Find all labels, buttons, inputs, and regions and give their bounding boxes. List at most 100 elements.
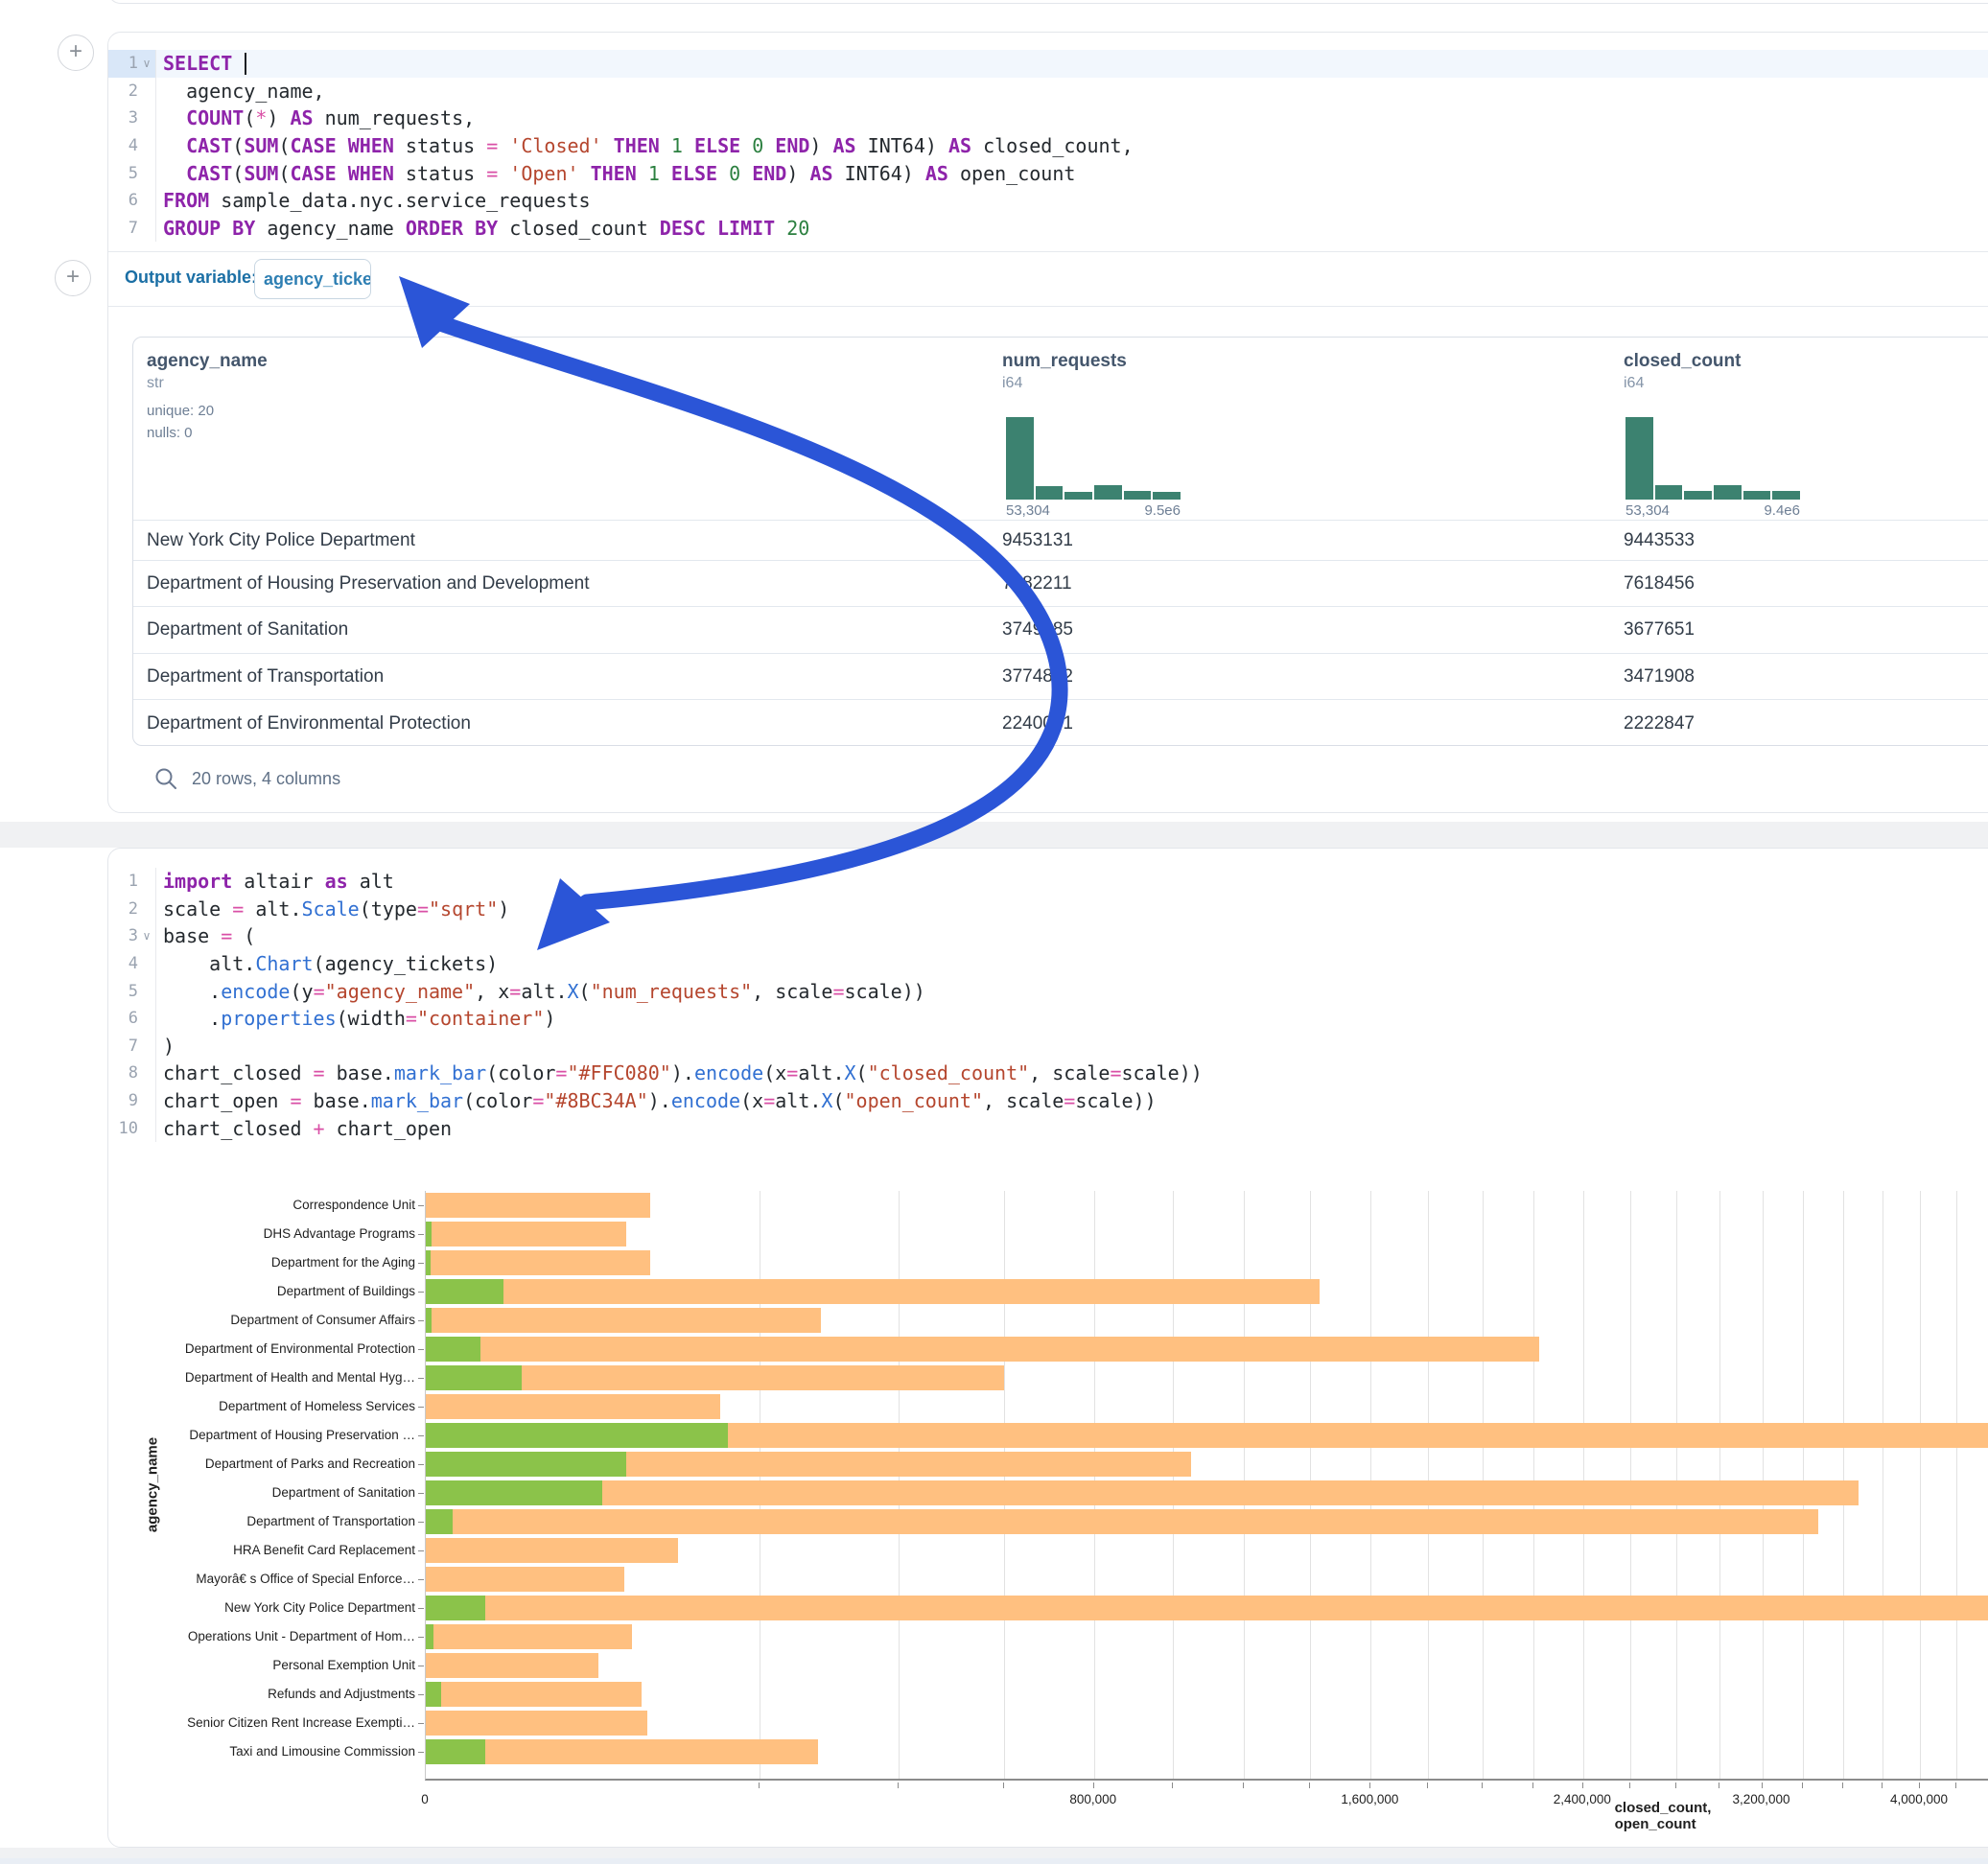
line-number-gutter: 3 bbox=[128, 108, 138, 128]
bar-closed-count[interactable] bbox=[426, 1222, 627, 1247]
table-row[interactable]: Department of Sanitation 3749485 3677651 bbox=[133, 606, 1988, 653]
code-text: . encode (y = "agency_name", x = alt. X("num_re… bbox=[155, 977, 1988, 1005]
x-axis-tick bbox=[1629, 1782, 1631, 1788]
bar-closed-count[interactable] bbox=[426, 1193, 650, 1218]
code-line[interactable]: 6 FROM sample_data.nyc.service_requests bbox=[108, 186, 1988, 215]
y-axis-tick bbox=[418, 1263, 424, 1264]
bar-closed-count[interactable] bbox=[426, 1711, 647, 1736]
bar-open-count[interactable] bbox=[426, 1365, 523, 1390]
x-axis-tick bbox=[1581, 1782, 1583, 1788]
bar-open-count[interactable] bbox=[426, 1250, 431, 1275]
code-line[interactable]: 1 import altair as alt bbox=[108, 868, 1988, 896]
x-axis-tick bbox=[1427, 1782, 1429, 1788]
bar-open-count[interactable] bbox=[426, 1480, 603, 1505]
code-line[interactable]: 8 chart_closed = base. mark_bar (color = "#FF… bbox=[108, 1060, 1988, 1087]
y-axis-tick bbox=[418, 1407, 424, 1408]
bar-closed-count[interactable] bbox=[426, 1394, 720, 1419]
y-axis-tick-label: Department of Environmental Protection bbox=[184, 1341, 415, 1356]
bar-open-count[interactable] bbox=[426, 1739, 485, 1764]
bar-closed-count[interactable] bbox=[426, 1279, 1320, 1304]
output-variable-row: Output variable: agency_tickets bbox=[108, 251, 1988, 306]
bar-open-count[interactable] bbox=[426, 1308, 432, 1333]
bar-closed-count[interactable] bbox=[426, 1739, 819, 1764]
y-axis-tick bbox=[418, 1435, 424, 1436]
bar-closed-count[interactable] bbox=[426, 1480, 1859, 1505]
line-number-gutter: 7 bbox=[128, 218, 138, 238]
code-line[interactable]: 4 CAST(SUM(CASE WHEN status = 'Closed' T… bbox=[108, 131, 1988, 160]
x-axis-tick-label: 3,200,000 bbox=[1732, 1792, 1790, 1806]
bar-open-count[interactable] bbox=[426, 1596, 485, 1620]
bar-open-count[interactable] bbox=[426, 1423, 729, 1448]
x-axis-tick-label: 0 bbox=[421, 1792, 429, 1806]
y-axis-tick-label: Refunds and Adjustments bbox=[268, 1687, 415, 1701]
bar-closed-count[interactable] bbox=[426, 1596, 1988, 1620]
code-line[interactable]: 5 CAST(SUM(CASE WHEN status = 'Open' THE… bbox=[108, 159, 1988, 187]
line-number-gutter: 9 bbox=[128, 1091, 138, 1111]
x-axis-tick bbox=[1919, 1782, 1920, 1788]
code-line[interactable]: 3 COUNT(*) AS num_requests, bbox=[108, 105, 1988, 132]
code-text: GROUP BY agency_name ORDER BY closed_cou… bbox=[155, 214, 1988, 243]
column-header-num_requests[interactable]: num_requests i64 bbox=[1002, 351, 1127, 391]
y-axis-tick-label: Taxi and Limousine Commission bbox=[229, 1744, 415, 1759]
table-row[interactable]: Department of Housing Preservation and D… bbox=[133, 560, 1988, 606]
code-line[interactable]: 7) bbox=[108, 1032, 1988, 1060]
code-line[interactable]: 9 chart_open = base. mark_bar (color = "#8BC3… bbox=[108, 1086, 1988, 1115]
bar-open-count[interactable] bbox=[426, 1624, 434, 1649]
dataframe-preview[interactable]: agency_name str unique: 20 nulls: 0 num_requ… bbox=[132, 337, 1988, 746]
python-cell: 1 import altair as alt 2 scale = alt. Scale(… bbox=[107, 848, 1988, 1848]
bar-closed-count[interactable] bbox=[426, 1365, 1005, 1390]
code-text: chart_open = base. mark_bar (color = "#8BC34… bbox=[155, 1086, 1988, 1115]
code-text: scale = alt. Scale (type = "sqrt") bbox=[155, 895, 1988, 923]
code-line[interactable]: 2 agency_name, bbox=[108, 77, 1988, 105]
x-axis-tick bbox=[1092, 1782, 1094, 1788]
python-editor[interactable]: 1 import altair as alt 2 scale = alt. Scale(… bbox=[108, 849, 1988, 1142]
bar-open-count[interactable] bbox=[426, 1509, 453, 1534]
bar-closed-count[interactable] bbox=[426, 1538, 679, 1563]
code-text: CAST(SUM(CASE WHEN status = 'Open' THEN … bbox=[155, 159, 1988, 187]
code-line[interactable]: 3 ∨ base = ( bbox=[108, 922, 1988, 950]
bar-open-count[interactable] bbox=[426, 1682, 441, 1707]
y-axis-tick bbox=[418, 1378, 424, 1379]
search-icon[interactable] bbox=[153, 766, 178, 791]
code-line[interactable]: 7 GROUP BY agency_name ORDER BY closed_co… bbox=[108, 214, 1988, 243]
bar-open-count[interactable] bbox=[426, 1222, 433, 1247]
page-bottom-band bbox=[0, 1848, 1988, 1858]
bar-closed-count[interactable] bbox=[426, 1509, 1818, 1534]
chart-plot-area bbox=[425, 1191, 1988, 1781]
code-line[interactable]: 4 alt. Chart (agency_tickets) bbox=[108, 949, 1988, 978]
y-axis-tick bbox=[418, 1522, 424, 1523]
x-axis-tick bbox=[1881, 1782, 1883, 1788]
code-line[interactable]: 6 . properties (width = "container") bbox=[108, 1004, 1988, 1033]
output-variable-pill[interactable]: agency_tickets bbox=[254, 259, 371, 299]
table-row[interactable]: New York City Police Department 9453131 94… bbox=[133, 520, 1988, 560]
add-cell-button-top[interactable]: + bbox=[58, 35, 94, 71]
collapse-chevron-icon[interactable]: ∨ bbox=[142, 929, 152, 944]
bar-closed-count[interactable] bbox=[426, 1624, 632, 1649]
table-row[interactable]: Department of Environmental Protection 22… bbox=[133, 699, 1988, 745]
code-line[interactable]: 2 scale = alt. Scale (type = "sqrt") bbox=[108, 895, 1988, 923]
column-header-agency_name[interactable]: agency_name str bbox=[147, 351, 268, 391]
bar-open-count[interactable] bbox=[426, 1279, 503, 1304]
bar-open-count[interactable] bbox=[426, 1337, 481, 1362]
collapse-chevron-icon[interactable]: ∨ bbox=[142, 57, 152, 71]
code-line[interactable]: 1 ∨ SELECT bbox=[108, 50, 1988, 78]
x-axis-tick bbox=[1674, 1782, 1676, 1788]
code-line[interactable]: 5 . encode (y = "agency_name", x = alt. X("num_… bbox=[108, 977, 1988, 1005]
divider bbox=[108, 306, 1988, 307]
column-stat: nulls: 0 bbox=[147, 425, 193, 441]
bar-closed-count[interactable] bbox=[426, 1653, 598, 1678]
code-text: SELECT bbox=[155, 50, 1988, 78]
add-cell-button-output[interactable]: + bbox=[55, 260, 91, 296]
bar-closed-count[interactable] bbox=[426, 1250, 651, 1275]
bar-closed-count[interactable] bbox=[426, 1308, 822, 1333]
sql-editor[interactable]: 1 ∨ SELECT 2 agency_name, 3 COUNT(*) AS num… bbox=[108, 33, 1988, 243]
bar-open-count[interactable] bbox=[426, 1452, 627, 1477]
bar-closed-count[interactable] bbox=[426, 1682, 642, 1707]
x-axis-tick bbox=[1243, 1782, 1245, 1788]
column-header-closed_count[interactable]: closed_count i64 bbox=[1624, 351, 1742, 391]
code-line[interactable]: 10 chart_closed + chart_open bbox=[108, 1114, 1988, 1142]
table-row[interactable]: Department of Transportation 3774892 34719… bbox=[133, 653, 1988, 699]
code-text: FROM sample_data.nyc.service_requests bbox=[155, 186, 1988, 215]
bar-closed-count[interactable] bbox=[426, 1337, 1540, 1362]
bar-closed-count[interactable] bbox=[426, 1567, 624, 1592]
